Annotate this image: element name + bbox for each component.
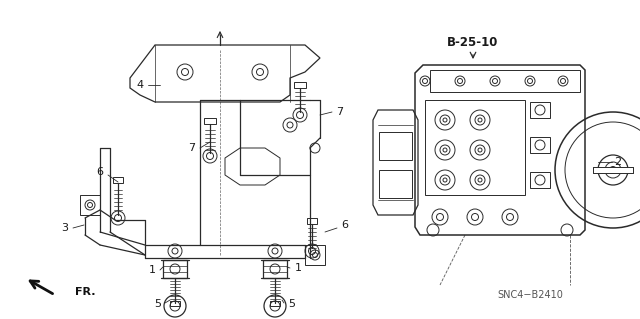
Text: 7: 7 <box>188 143 196 153</box>
Bar <box>379 132 412 160</box>
Text: FR.: FR. <box>75 287 95 297</box>
Text: B-25-10: B-25-10 <box>447 35 499 48</box>
Bar <box>113 177 123 183</box>
Bar <box>163 260 187 278</box>
Bar <box>530 137 550 153</box>
Bar <box>294 82 306 88</box>
Bar <box>307 218 317 224</box>
Bar <box>263 260 287 278</box>
Text: 5: 5 <box>154 299 161 309</box>
Bar <box>170 301 180 306</box>
Bar <box>530 102 550 118</box>
Bar <box>430 70 580 92</box>
Bar <box>425 100 525 195</box>
Bar <box>204 118 216 124</box>
Text: 3: 3 <box>61 223 68 233</box>
Bar <box>530 172 550 188</box>
Bar <box>379 170 412 198</box>
Bar <box>270 301 280 306</box>
Text: 2: 2 <box>614 157 621 167</box>
Text: 6: 6 <box>342 220 349 230</box>
Text: 1: 1 <box>294 263 301 273</box>
Text: 1: 1 <box>148 265 156 275</box>
Text: SNC4−B2410: SNC4−B2410 <box>497 290 563 300</box>
Text: 6: 6 <box>97 167 104 177</box>
Text: 4: 4 <box>136 80 143 90</box>
Text: 7: 7 <box>337 107 344 117</box>
Text: 5: 5 <box>289 299 296 309</box>
Bar <box>593 167 633 173</box>
